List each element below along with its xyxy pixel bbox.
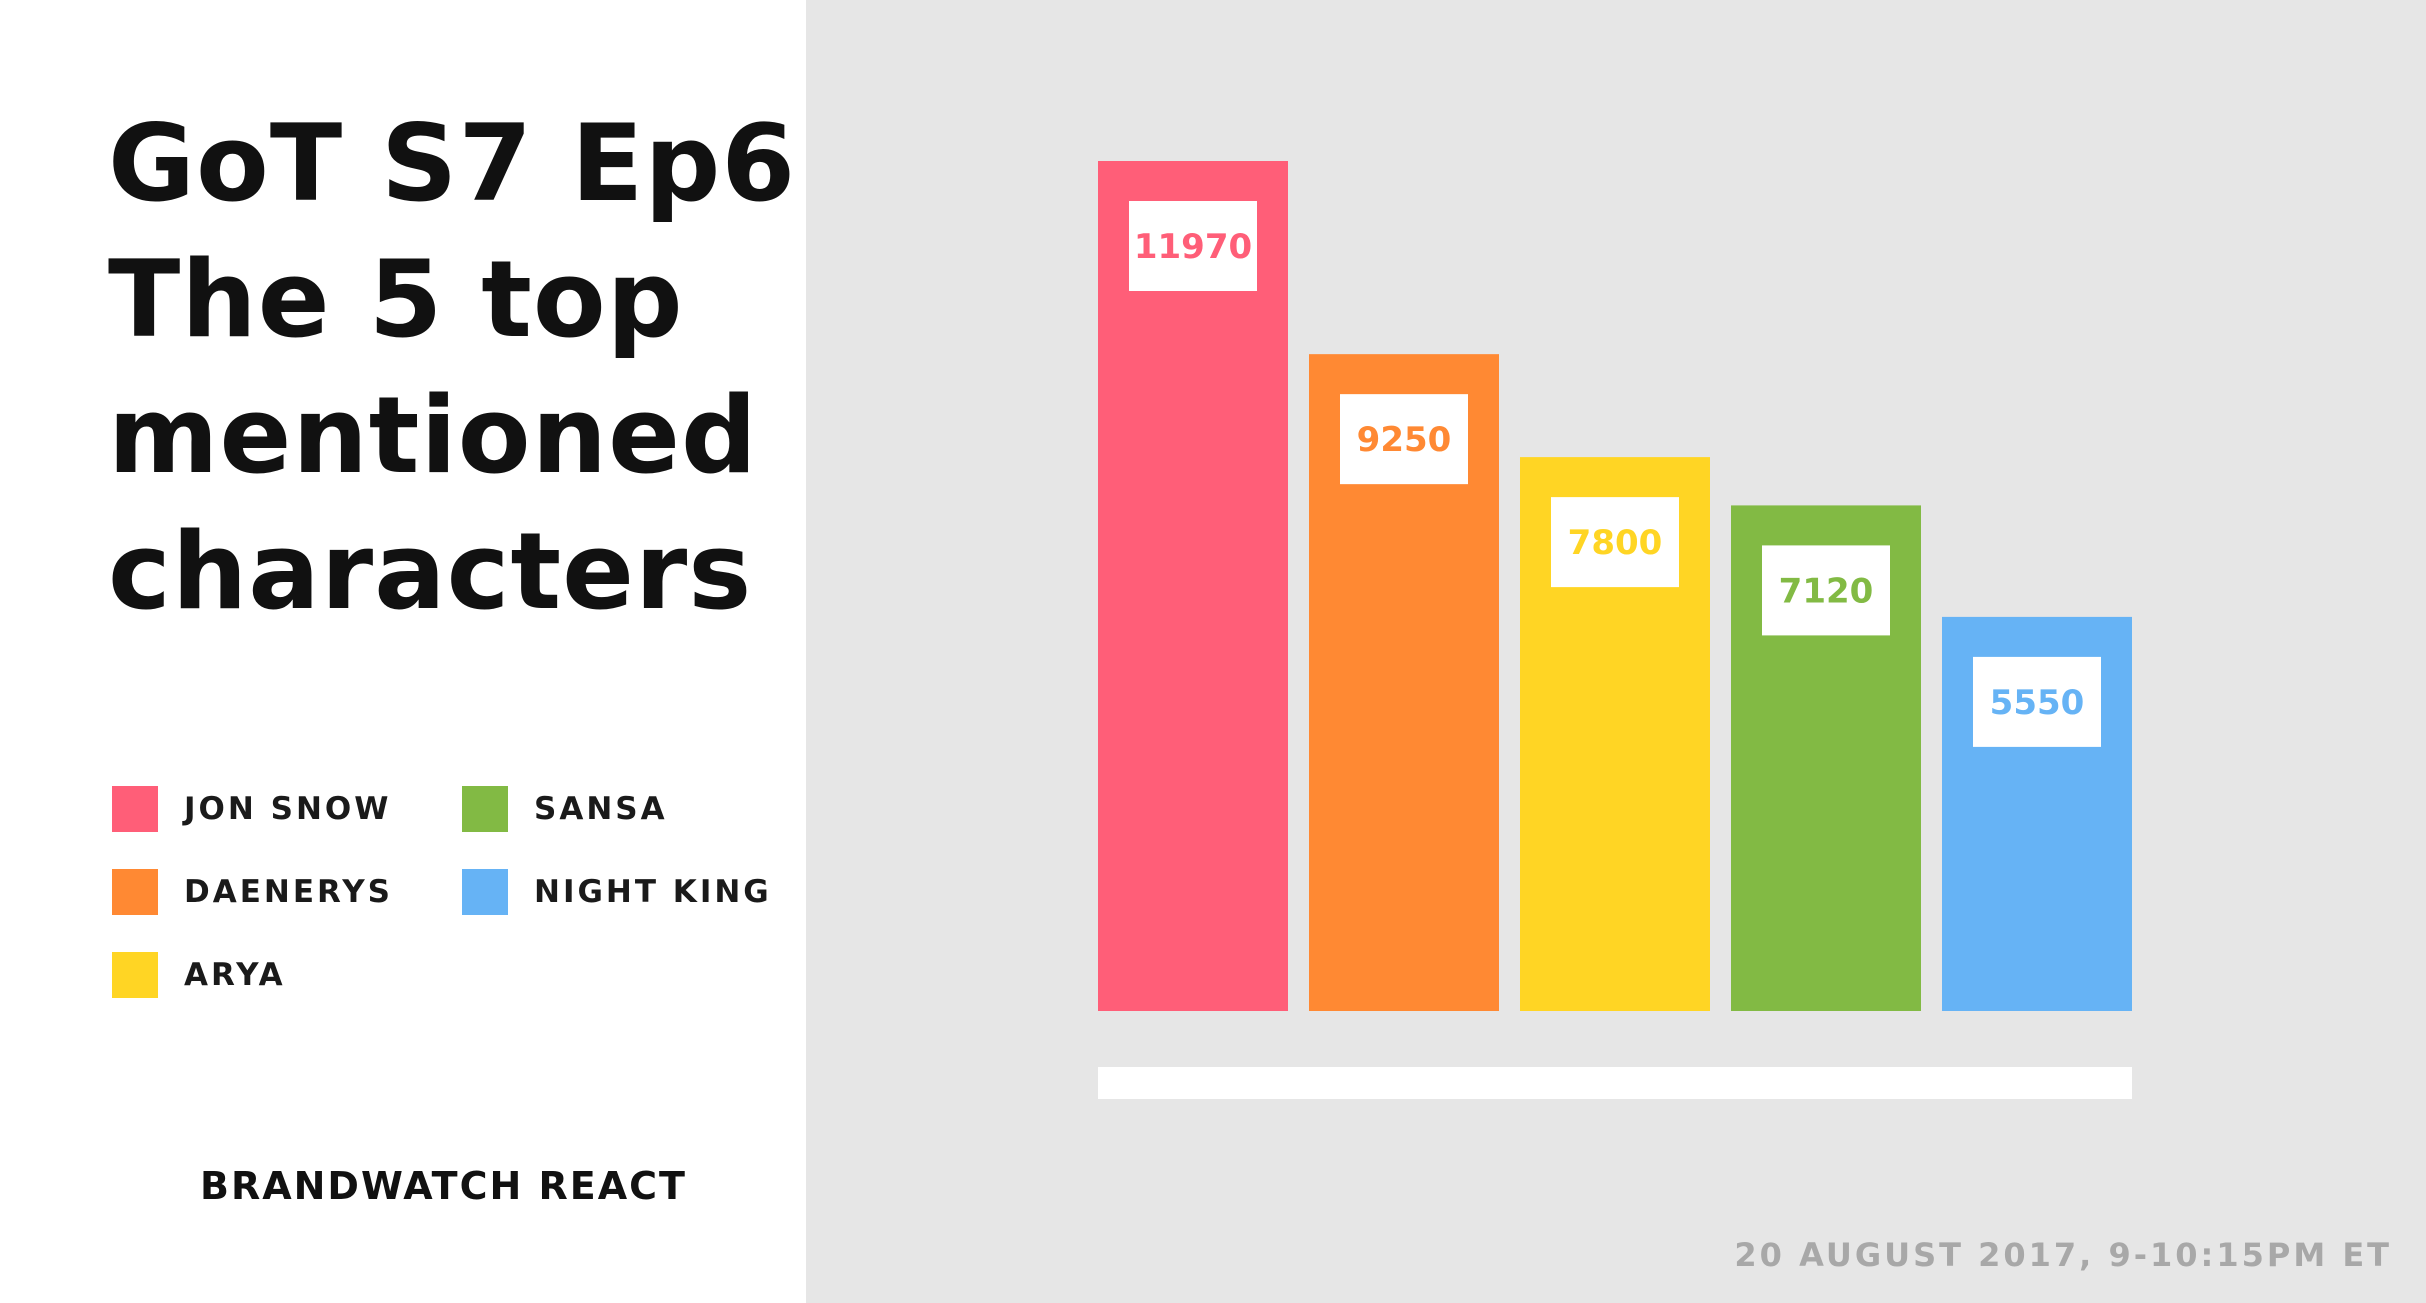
- chart-title: GoT S7 Ep6: The 5 top mentioned characte…: [108, 96, 840, 640]
- legend-item-daenerys: DAENERYS: [112, 869, 393, 915]
- title-line-1: GoT S7 Ep6:: [108, 102, 840, 225]
- legend-item-night-king: NIGHT KING: [462, 869, 772, 915]
- data-label-jon-snow: 11970: [1134, 227, 1252, 267]
- data-label-arya: 7800: [1568, 523, 1663, 563]
- bar-jon-snow: [1098, 161, 1288, 1011]
- title-line-3: mentioned: [108, 374, 758, 497]
- legend-label-sansa: SANSA: [534, 791, 668, 827]
- legend-item-jon-snow: JON SNOW: [112, 786, 391, 832]
- bar-chart: 11970 9250 7800 7120 5550: [1098, 161, 2132, 1099]
- legend-label-jon-snow: JON SNOW: [184, 791, 392, 827]
- data-label-night-king: 5550: [1990, 683, 2085, 723]
- date-label: 20 AUGUST 2017, 9-10:15PM ET: [1734, 1236, 2392, 1274]
- legend-swatch-sansa: [462, 786, 508, 832]
- legend-swatch-night-king: [462, 869, 508, 915]
- title-line-4: characters: [108, 510, 753, 633]
- data-label-box-daenerys: [1340, 394, 1468, 485]
- legend-item-arya: ARYA: [112, 952, 286, 998]
- left-panel: GoT S7 Ep6: The 5 top mentioned characte…: [0, 0, 840, 1303]
- legend-swatch-daenerys: [112, 869, 158, 915]
- data-label-box-sansa: [1762, 545, 1890, 636]
- data-label-box-jon-snow: [1129, 201, 1257, 291]
- brand-name: BRANDWATCH REACT: [200, 1164, 687, 1208]
- baseline-strip: [1098, 1067, 2132, 1099]
- data-label-sansa: 7120: [1779, 571, 1874, 611]
- legend-item-sansa: SANSA: [462, 786, 668, 832]
- legend-label-daenerys: DAENERYS: [184, 874, 393, 910]
- legend-label-night-king: NIGHT KING: [534, 874, 772, 910]
- legend-swatch-jon-snow: [112, 786, 158, 832]
- title-line-2: The 5 top: [108, 238, 684, 361]
- chart-panel: 11970 9250 7800 7120 5550 20 AUGUST 2017, 9-…: [806, 0, 2426, 1303]
- data-label-box-night-king: [1973, 656, 2101, 747]
- data-label-box-arya: [1551, 497, 1679, 588]
- legend-swatch-arya: [112, 952, 158, 998]
- data-label-daenerys: 9250: [1357, 420, 1452, 460]
- legend-label-arya: ARYA: [184, 957, 286, 993]
